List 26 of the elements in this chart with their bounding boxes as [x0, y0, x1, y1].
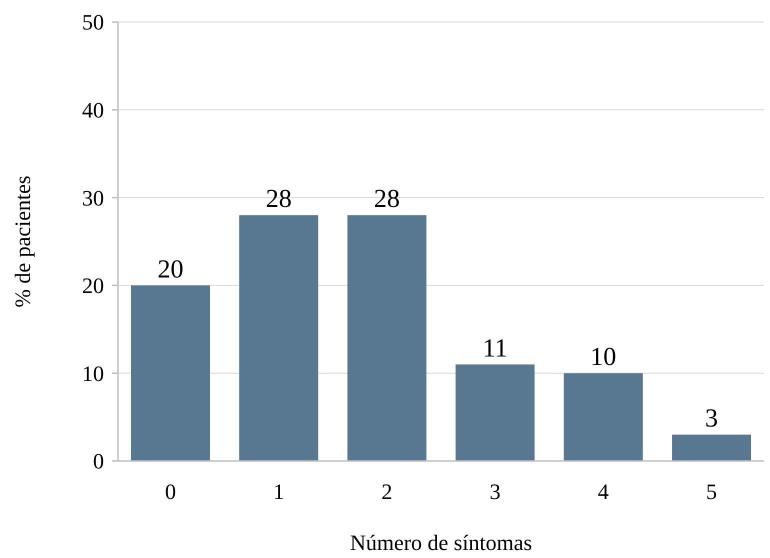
bar: [456, 364, 535, 461]
data-label: 11: [482, 333, 508, 362]
data-label: 28: [374, 184, 400, 214]
data-label: 20: [157, 254, 184, 284]
x-tick-label: 5: [706, 479, 718, 504]
x-tick-label: 4: [598, 479, 609, 504]
x-tick-label: 2: [381, 479, 392, 504]
bar: [239, 215, 318, 461]
bar: [130, 285, 210, 461]
y-tick-label: 40: [82, 98, 104, 122]
bar: [564, 373, 643, 461]
y-tick-label: 50: [82, 10, 104, 35]
y-tick-label: 10: [82, 360, 104, 386]
bar: [347, 215, 426, 461]
x-tick-label: 1: [273, 479, 284, 504]
bar: [672, 434, 752, 461]
y-tick-label: 20: [82, 273, 104, 298]
x-tick-label: 3: [490, 479, 501, 504]
x-axis-title: Número de síntomas: [350, 530, 532, 555]
data-label: 3: [705, 404, 718, 433]
x-tick-label: 0: [164, 479, 176, 504]
data-label: 10: [590, 342, 616, 372]
y-axis-title: % de pacientes: [10, 176, 35, 308]
y-tick-label: 30: [82, 185, 104, 210]
y-tick-label: 0: [93, 448, 104, 474]
data-label: 28: [266, 184, 292, 214]
